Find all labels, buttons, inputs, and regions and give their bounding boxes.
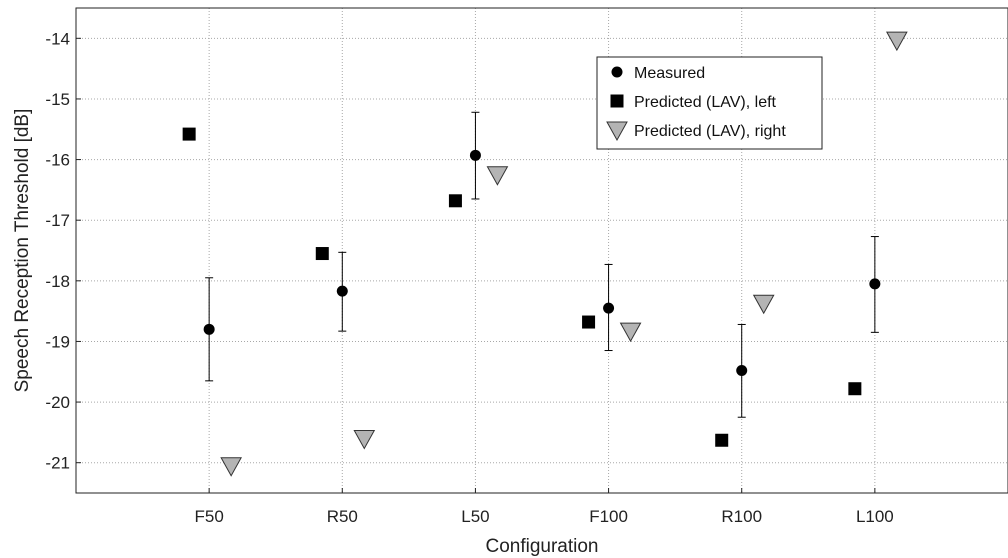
grid	[76, 8, 1008, 493]
x-axis-label: Configuration	[485, 536, 598, 557]
plot-frame	[75, 7, 1008, 494]
predicted-left-point	[582, 315, 596, 329]
x-axis-ticks: F50 R50 L50 F100 R100 L100	[194, 488, 894, 526]
predicted-left-point	[848, 382, 862, 396]
predicted-left-point	[715, 433, 729, 447]
predicted-left-point	[448, 194, 462, 208]
y-tick-label: -17	[45, 211, 70, 230]
y-tick-label: -20	[45, 393, 70, 412]
x-tick-label: F50	[194, 507, 223, 526]
predicted-right-point	[220, 457, 242, 477]
data-markers	[182, 31, 908, 477]
predicted-right-point	[353, 429, 376, 450]
predicted-right-point	[619, 322, 642, 343]
y-axis-label: Speech Reception Threshold [dB]	[12, 109, 33, 393]
legend-label: Measured	[634, 65, 705, 82]
measured-point	[603, 302, 615, 314]
x-tick-label: L50	[461, 507, 489, 526]
measured-point	[869, 278, 881, 290]
x-tick-label: R50	[327, 507, 358, 526]
y-tick-label: -14	[45, 29, 70, 48]
legend-item-predicted-left: Predicted (LAV), left	[610, 94, 777, 111]
legend-item-predicted-right: Predicted (LAV), right	[606, 121, 786, 142]
measured-point	[336, 285, 348, 297]
predicted-right-point	[752, 294, 775, 315]
legend-label: Predicted (LAV), right	[634, 123, 786, 140]
measured-point	[469, 149, 481, 161]
x-tick-label: R100	[721, 507, 762, 526]
measured-point	[736, 365, 748, 377]
y-tick-label: -19	[45, 332, 70, 351]
y-tick-label: -21	[45, 454, 70, 473]
measured-point	[203, 323, 215, 335]
predicted-left-point	[315, 247, 329, 261]
legend-item-measured: Measured	[611, 65, 705, 82]
error-bars	[205, 111, 879, 418]
y-tick-label: -16	[45, 151, 70, 170]
legend: Measured Predicted (LAV), left Predicted (…	[596, 56, 823, 150]
predicted-right-point	[486, 166, 509, 186]
predicted-right-point	[886, 31, 908, 52]
x-tick-label: L100	[856, 507, 894, 526]
y-axis-ticks: -14 -15 -16 -17 -18 -19 -20 -21	[45, 29, 81, 473]
y-tick-label: -15	[45, 90, 70, 109]
predicted-left-point	[182, 127, 196, 141]
legend-marker	[611, 66, 623, 78]
y-tick-label: -18	[45, 272, 70, 291]
legend-box	[596, 56, 823, 150]
legend-label: Predicted (LAV), left	[634, 94, 777, 111]
x-tick-label: F100	[589, 507, 628, 526]
legend-marker	[606, 121, 628, 142]
legend-marker	[610, 94, 624, 108]
